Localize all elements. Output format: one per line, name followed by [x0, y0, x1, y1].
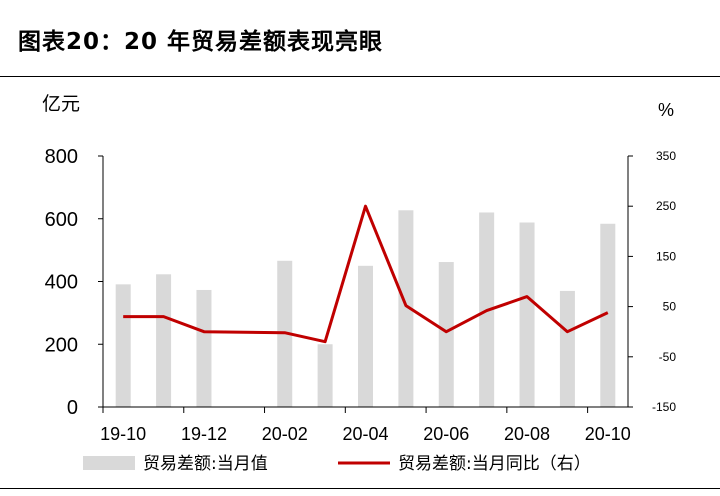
legend-swatch-bar	[83, 456, 135, 470]
left-axis-tick-label: 600	[45, 209, 78, 231]
bar	[358, 265, 373, 407]
left-axis-tick-label: 400	[45, 272, 78, 294]
bar	[156, 274, 172, 407]
left-axis-tick-label: 800	[45, 146, 78, 168]
right-axis-unit: %	[658, 100, 674, 120]
x-axis-tick-label: 20-08	[504, 424, 550, 444]
right-axis-tick-label: -50	[659, 350, 677, 364]
bar	[438, 262, 454, 407]
bar-series	[115, 210, 616, 407]
x-axis-tick-label: 19-10	[100, 424, 146, 444]
bar	[398, 210, 414, 407]
x-axis-tick-label: 20-02	[262, 424, 308, 444]
bar	[519, 222, 535, 407]
legend: 贸易差额:当月值 贸易差额:当月同比（右）	[83, 454, 591, 474]
x-axis-tick-label: 19-12	[181, 424, 227, 444]
x-axis-tick-label: 20-04	[342, 424, 388, 444]
right-axis-tick-label: -150	[652, 400, 676, 414]
title-divider	[0, 76, 720, 77]
right-axis-tick-label: 250	[656, 199, 676, 213]
right-axis-tick-label: 350	[656, 149, 676, 163]
left-axis-tick-label: 200	[45, 334, 78, 356]
line-series-path	[123, 204, 609, 344]
bar	[559, 290, 575, 407]
right-axis-tick-label: 150	[656, 249, 676, 263]
figure-title: 图表20：20 年贸易差额表现亮眼	[18, 29, 384, 55]
bar	[600, 223, 616, 407]
left-axis-unit: 亿元	[42, 93, 80, 115]
bar	[115, 284, 131, 407]
x-axis-tick-label: 20-10	[585, 424, 631, 444]
x-axis: 19-10 19-12 20-02 20-04 20-06 20-08 20-10	[100, 406, 631, 444]
line-series	[123, 204, 609, 344]
legend-label-bar: 贸易差额:当月值	[143, 454, 268, 474]
left-axis-tick-label: 0	[67, 397, 78, 419]
right-axis: -150 -50 50 150 250 350%	[627, 100, 677, 414]
bar	[196, 289, 212, 407]
right-axis-tick-label: 50	[663, 300, 677, 314]
legend-label-line: 贸易差额:当月同比（右）	[398, 454, 591, 474]
bar	[317, 344, 333, 407]
x-axis-tick-label: 20-06	[423, 424, 469, 444]
bottom-divider	[0, 488, 720, 489]
left-axis: 0 200 400 600 800 亿元	[42, 93, 104, 419]
